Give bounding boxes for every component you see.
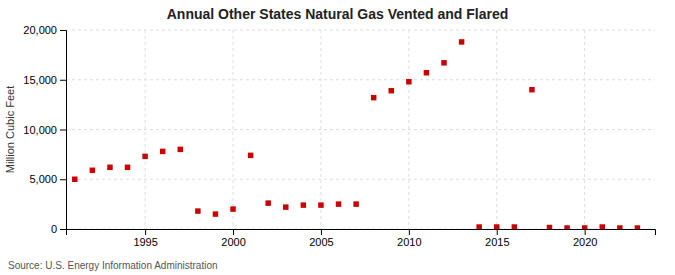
y-tick-label: 15,000 (23, 74, 57, 86)
x-tick-label: 2020 (573, 236, 597, 248)
y-axis-title: Million Cubic Feet (4, 86, 16, 173)
point (547, 225, 552, 229)
x-grid-line (233, 30, 234, 229)
y-tick-mark (60, 30, 66, 31)
y-tick-mark (60, 229, 66, 230)
x-tick: 2000 (221, 229, 245, 248)
point (160, 149, 165, 154)
x-tick-label: 1995 (133, 236, 157, 248)
y-tick: 20,000 (23, 24, 66, 36)
x-axis: 1995 2000 2005 2010 2015 2020 (67, 229, 656, 248)
x-tick: 1995 (133, 229, 157, 248)
point (107, 165, 112, 170)
point (635, 225, 640, 229)
x-tick-mark (233, 229, 234, 235)
point (318, 202, 323, 207)
point (142, 154, 147, 159)
point (178, 147, 183, 152)
y-tick: 0 (51, 223, 66, 235)
x-grid-line (584, 30, 585, 229)
y-tick-label: 20,000 (23, 24, 57, 36)
y-tick-label: 10,000 (23, 124, 57, 136)
y-tick-label: 0 (51, 223, 57, 235)
point (90, 168, 95, 173)
y-tick: 5,000 (29, 173, 66, 185)
y-tick-mark (60, 179, 66, 180)
point (195, 208, 200, 213)
point (248, 153, 253, 158)
x-tick-mark (409, 229, 410, 235)
y-axis-line (60, 31, 67, 230)
grid (66, 30, 655, 229)
y-axis: 0 5,000 10,000 15,000 20,000 (23, 24, 66, 235)
chart: 1995 2000 2005 2010 2015 2020 0 5,000 10,000 15,0… (0, 0, 675, 275)
point (512, 224, 517, 229)
x-tick: 2005 (309, 229, 333, 248)
plot: 1995 2000 2005 2010 2015 2020 0 5,000 10,000 15,0… (23, 24, 655, 248)
y-tick: 10,000 (23, 124, 66, 136)
point (125, 165, 130, 170)
x-tick-mark (145, 229, 146, 235)
x-tick-mark (585, 229, 586, 235)
point (389, 88, 394, 93)
x-tick: 2015 (485, 229, 509, 248)
y-grid-line (66, 179, 655, 180)
y-grid-line (66, 129, 655, 130)
x-tick-mark (321, 229, 322, 235)
y-tick-mark (60, 130, 66, 131)
point (441, 60, 446, 65)
x-tick-label: 2005 (309, 236, 333, 248)
x-tick-mark (497, 229, 498, 235)
point (600, 224, 605, 229)
point (617, 225, 622, 229)
point (353, 201, 358, 206)
point (459, 39, 464, 44)
point (265, 200, 270, 205)
points (72, 39, 640, 229)
point (213, 211, 218, 216)
title: Annual Other States Natural Gas Vented a… (167, 6, 509, 22)
y-grid-line (66, 30, 655, 31)
x-tick-label: 2000 (221, 236, 245, 248)
point (230, 206, 235, 211)
point (301, 202, 306, 207)
y-tick-mark (60, 80, 66, 81)
point (371, 95, 376, 100)
x-grid-line (496, 30, 497, 229)
point (406, 79, 411, 84)
source-note: Source: U.S. Energy Information Administ… (8, 260, 218, 271)
point (72, 177, 77, 182)
y-tick: 15,000 (23, 74, 66, 86)
point (336, 201, 341, 206)
y-grid-line (66, 79, 655, 80)
x-grid-line (320, 30, 321, 229)
point (529, 87, 534, 92)
point (494, 224, 499, 229)
x-tick-label: 2010 (397, 236, 421, 248)
x-tick-label: 2015 (485, 236, 509, 248)
x-axis-line (67, 230, 656, 236)
point (564, 225, 569, 229)
y-tick-label: 5,000 (29, 173, 57, 185)
point (283, 204, 288, 209)
point (476, 224, 481, 229)
x-grid-line (408, 30, 409, 229)
x-tick: 2020 (573, 229, 597, 248)
point (424, 70, 429, 75)
x-tick: 2010 (397, 229, 421, 248)
x-grid-line (145, 30, 146, 229)
point (582, 225, 587, 229)
